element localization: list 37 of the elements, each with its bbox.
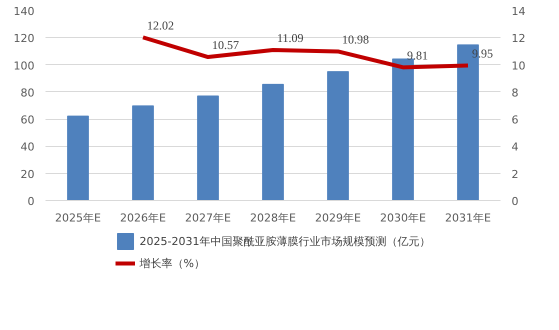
y2-tick-label: 6 [512, 114, 518, 127]
bar [392, 58, 414, 200]
bar [197, 96, 219, 200]
line-series [141, 35, 470, 70]
legend-label: 2025-2031年中国聚酰亚胺薄膜行业市场规模预测（亿元） [140, 234, 430, 248]
y2-tick-label: 14 [512, 5, 526, 18]
x-tick-label: 2031年E [445, 212, 492, 224]
y2-tick-label: 0 [512, 195, 518, 208]
data-label: 11.09 [277, 30, 304, 45]
y-tick-label: 40 [20, 140, 35, 154]
bar [327, 71, 349, 200]
y-tick-label: 60 [20, 114, 35, 127]
x-tick-label: 2028年E [250, 212, 296, 224]
x-tick-label: 2030年E [380, 212, 426, 224]
bar [262, 84, 284, 200]
legend-label: 增长率（%） [140, 256, 205, 270]
data-label: 10.57 [212, 38, 239, 52]
x-tick-label: 2026年E [120, 212, 166, 224]
y-tick-label: 80 [20, 86, 35, 100]
y-tick-label: 120 [14, 32, 35, 46]
y-tick-label: 20 [20, 168, 35, 181]
y-tick-label: 140 [14, 5, 35, 18]
bar [67, 116, 89, 200]
data-label: 12.02 [147, 18, 174, 32]
x-tick-label: 2027年E [185, 212, 232, 224]
y-tick-label: 0 [28, 195, 34, 208]
x-tick-label: 2025年E [55, 212, 102, 224]
y2-tick-label: 8 [512, 86, 518, 100]
data-label: 9.81 [407, 48, 428, 62]
y2-tick-label: 2 [512, 168, 518, 181]
y2-tick-label: 12 [512, 32, 526, 46]
y2-tick-label: 4 [512, 140, 518, 154]
y2-tick-label: 10 [512, 59, 526, 72]
x-tick-label: 2029年E [315, 212, 362, 224]
bar [132, 105, 154, 200]
data-label: 10.98 [342, 32, 369, 46]
y-tick-label: 100 [14, 59, 35, 72]
